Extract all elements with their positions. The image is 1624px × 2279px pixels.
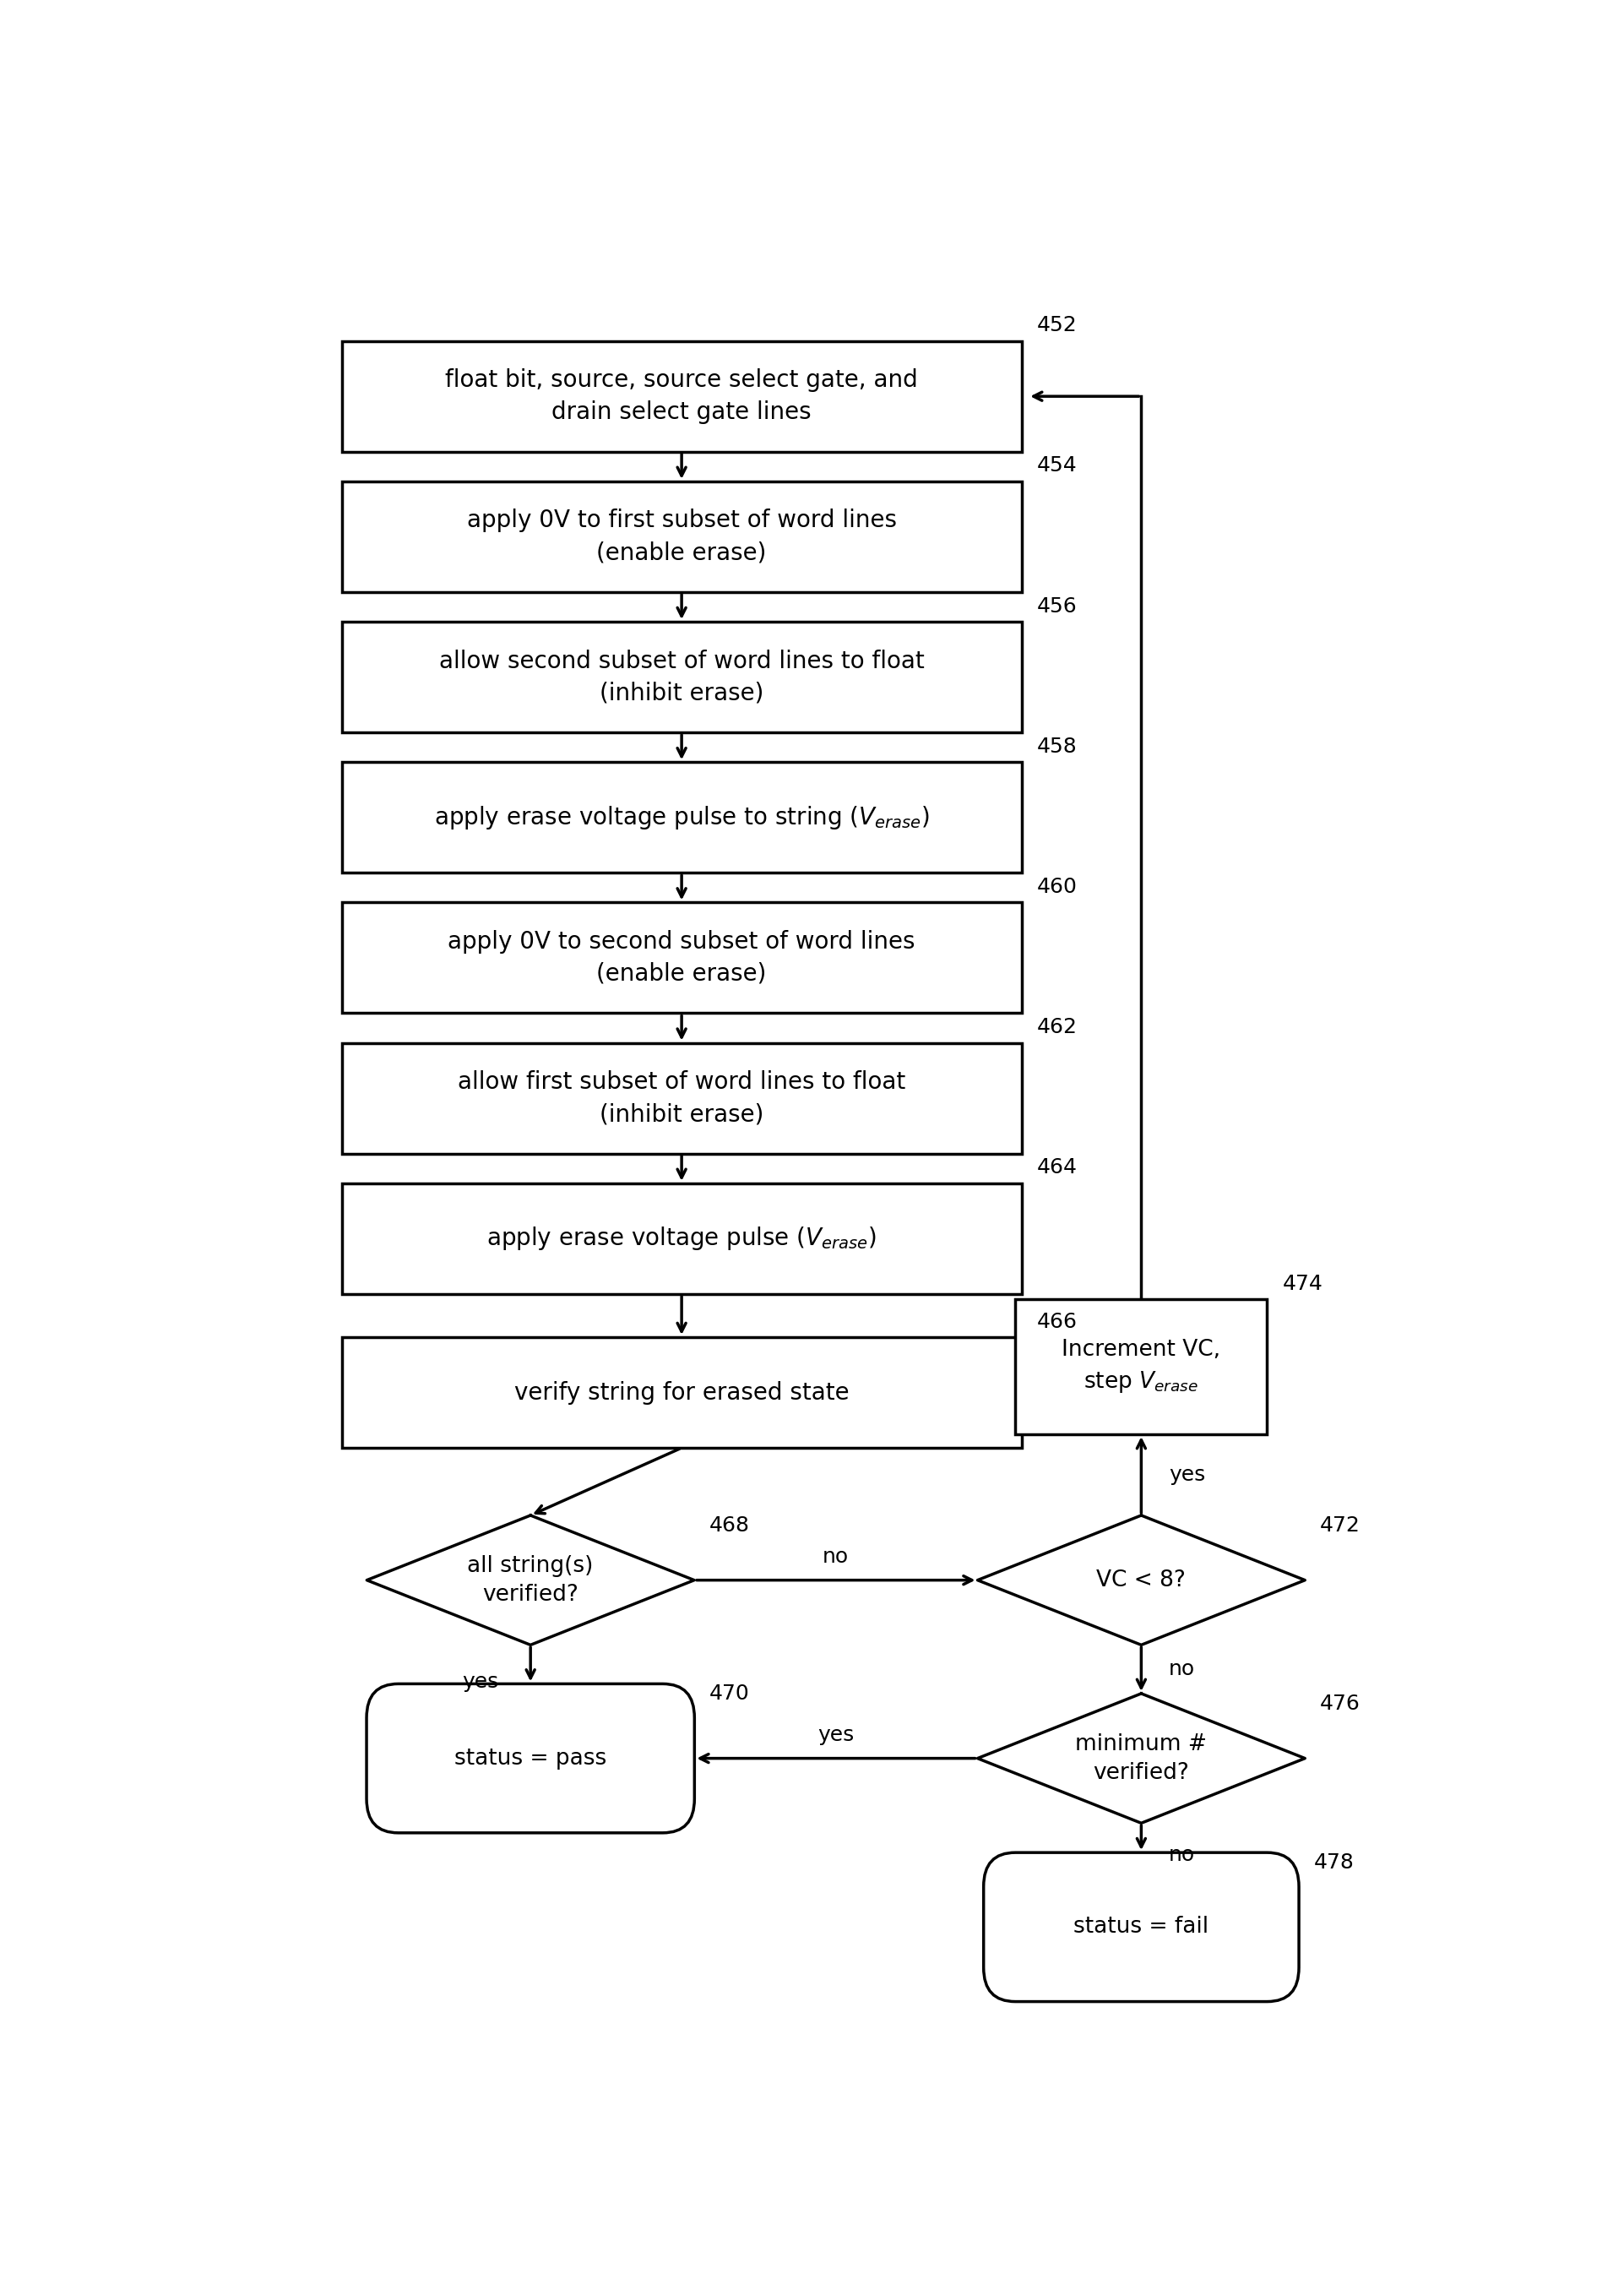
Text: 464: 464 (1036, 1158, 1077, 1178)
Bar (341, 1044, 1021, 1153)
FancyBboxPatch shape (983, 1853, 1298, 2001)
Text: 462: 462 (1036, 1016, 1077, 1037)
Text: float bit, source, source select gate, and
drain select gate lines: float bit, source, source select gate, a… (445, 369, 918, 424)
Text: no: no (1168, 1844, 1195, 1864)
Text: 454: 454 (1036, 456, 1077, 476)
Text: 456: 456 (1036, 597, 1077, 615)
Bar (341, 342, 1021, 451)
Bar (341, 1183, 1021, 1294)
Text: allow second subset of word lines to float
(inhibit erase): allow second subset of word lines to flo… (438, 650, 924, 704)
Text: 476: 476 (1319, 1693, 1359, 1714)
Bar (341, 622, 1021, 732)
Text: no: no (822, 1547, 849, 1566)
Text: yes: yes (817, 1725, 854, 1746)
Text: apply 0V to first subset of word lines
(enable erase): apply 0V to first subset of word lines (… (466, 508, 896, 565)
Text: apply 0V to second subset of word lines
(enable erase): apply 0V to second subset of word lines … (448, 930, 914, 987)
Polygon shape (367, 1516, 693, 1645)
Text: 466: 466 (1036, 1310, 1077, 1331)
Bar (1015, 1299, 1267, 1433)
Text: 460: 460 (1036, 877, 1077, 898)
Text: status = fail: status = fail (1073, 1917, 1208, 1937)
Bar (341, 761, 1021, 873)
Text: allow first subset of word lines to float
(inhibit erase): allow first subset of word lines to floa… (458, 1071, 905, 1126)
FancyBboxPatch shape (367, 1684, 693, 1832)
Bar (341, 481, 1021, 593)
Polygon shape (978, 1516, 1304, 1645)
Text: yes: yes (463, 1671, 499, 1691)
Text: 468: 468 (710, 1516, 749, 1536)
Text: verify string for erased state: verify string for erased state (513, 1381, 849, 1404)
Bar (341, 1338, 1021, 1447)
Text: no: no (1168, 1659, 1195, 1680)
Text: 474: 474 (1281, 1274, 1322, 1294)
Polygon shape (978, 1693, 1304, 1823)
Text: yes: yes (1168, 1465, 1205, 1486)
Text: VC < 8?: VC < 8? (1096, 1570, 1186, 1591)
Text: 452: 452 (1036, 315, 1077, 335)
Text: 458: 458 (1036, 736, 1077, 757)
Text: 472: 472 (1319, 1516, 1359, 1536)
Text: Increment VC,
step $V_{erase}$: Increment VC, step $V_{erase}$ (1060, 1340, 1220, 1395)
Text: all string(s)
verified?: all string(s) verified? (468, 1554, 593, 1604)
Bar (341, 902, 1021, 1014)
Text: 470: 470 (710, 1684, 750, 1705)
Text: minimum #
verified?: minimum # verified? (1075, 1732, 1207, 1784)
Text: status = pass: status = pass (455, 1748, 606, 1769)
Text: apply erase voltage pulse to string ($V_{erase}$): apply erase voltage pulse to string ($V_… (434, 804, 929, 832)
Text: apply erase voltage pulse ($V_{erase}$): apply erase voltage pulse ($V_{erase}$) (487, 1226, 875, 1251)
Text: 478: 478 (1314, 1853, 1354, 1873)
